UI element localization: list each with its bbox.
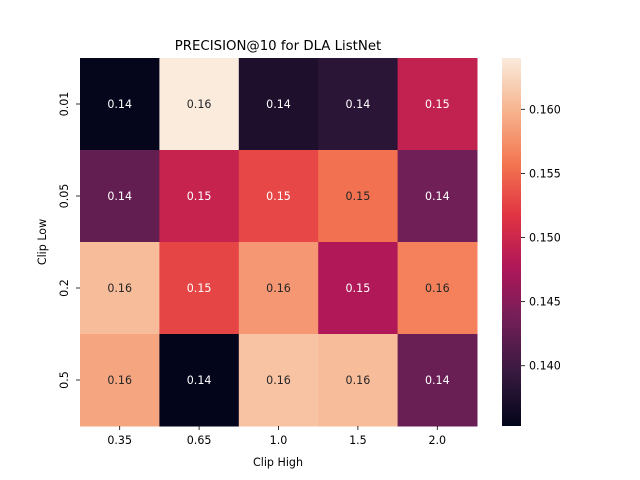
cell-value-label: 0.14 — [187, 374, 212, 387]
cell-value-label: 0.16 — [107, 374, 132, 387]
chart-title: PRECISION@10 for DLA ListNet — [175, 39, 381, 54]
cell-value-label: 0.16 — [107, 282, 132, 295]
heatmap-cell — [318, 334, 399, 427]
colorbar-tick-label: 0.145 — [529, 296, 561, 309]
colorbar — [502, 58, 521, 426]
heatmap-cell — [238, 150, 319, 243]
y-tick-label: 0.05 — [58, 184, 71, 209]
heatmap-cell — [318, 150, 399, 243]
cell-value-label: 0.14 — [107, 190, 132, 203]
y-axis-ticks: 0.01 0.05 0.2 0.5 — [58, 92, 80, 389]
heatmap-cell — [80, 334, 160, 427]
colorbar-tick-label: 0.140 — [529, 360, 561, 373]
x-tick-label: 1.5 — [349, 434, 367, 447]
cell-value-label: 0.14 — [346, 98, 371, 111]
heatmap-cell — [238, 58, 319, 151]
y-tick-label: 0.2 — [58, 279, 71, 297]
y-tick-label: 0.5 — [58, 371, 71, 389]
x-tick-label: 0.65 — [187, 434, 212, 447]
cell-value-label: 0.15 — [187, 282, 212, 295]
colorbar-tick-label: 0.150 — [529, 232, 561, 245]
cell-value-label: 0.14 — [425, 190, 450, 203]
heatmap-cell — [159, 242, 240, 335]
cell-value-label: 0.16 — [346, 374, 371, 387]
cell-value-label: 0.14 — [266, 98, 291, 111]
heatmap-cell — [318, 242, 399, 335]
heatmap-cell — [397, 242, 478, 335]
heatmap-cell — [159, 150, 240, 243]
heatmap-cell — [80, 58, 160, 151]
x-axis-ticks: 0.35 0.65 1.0 1.5 2.0 — [107, 426, 446, 447]
x-tick-label: 0.35 — [107, 434, 132, 447]
heatmap-cell — [397, 58, 478, 151]
heatmap-cell — [397, 150, 478, 243]
cell-value-label: 0.15 — [346, 190, 371, 203]
heatmap-cell — [80, 242, 160, 335]
y-tick-label: 0.01 — [58, 92, 71, 117]
cell-value-label: 0.14 — [107, 98, 132, 111]
heatmap-cell — [159, 334, 240, 427]
cell-value-label: 0.16 — [266, 282, 291, 295]
x-axis-label: Clip High — [253, 456, 303, 469]
colorbar-tick-label: 0.160 — [529, 103, 561, 116]
heatmap-cell — [238, 334, 319, 427]
cell-value-label: 0.15 — [346, 282, 371, 295]
cell-value-label: 0.14 — [425, 374, 450, 387]
heatmap-cell — [318, 58, 399, 151]
heatmap-cell — [238, 242, 319, 335]
cell-value-label: 0.15 — [187, 190, 212, 203]
heatmap-cell — [397, 334, 478, 427]
colorbar-ticks: 0.140 0.145 0.150 0.155 0.160 — [521, 103, 561, 373]
cell-value-label: 0.16 — [266, 374, 291, 387]
y-axis-label: Clip Low — [36, 219, 49, 265]
cell-value-label: 0.16 — [425, 282, 450, 295]
heatmap-cell — [80, 150, 160, 243]
cell-value-label: 0.15 — [425, 98, 450, 111]
cell-value-label: 0.16 — [187, 98, 212, 111]
heatmap-cells: 0.14 0.16 0.14 0.14 0.15 0.14 0.15 0.15 0.15 0.14… — [80, 58, 478, 427]
heatmap-cell — [159, 58, 240, 151]
x-tick-label: 1.0 — [270, 434, 288, 447]
colorbar-tick-label: 0.155 — [529, 167, 561, 180]
cell-value-label: 0.15 — [266, 190, 291, 203]
x-tick-label: 2.0 — [428, 434, 446, 447]
